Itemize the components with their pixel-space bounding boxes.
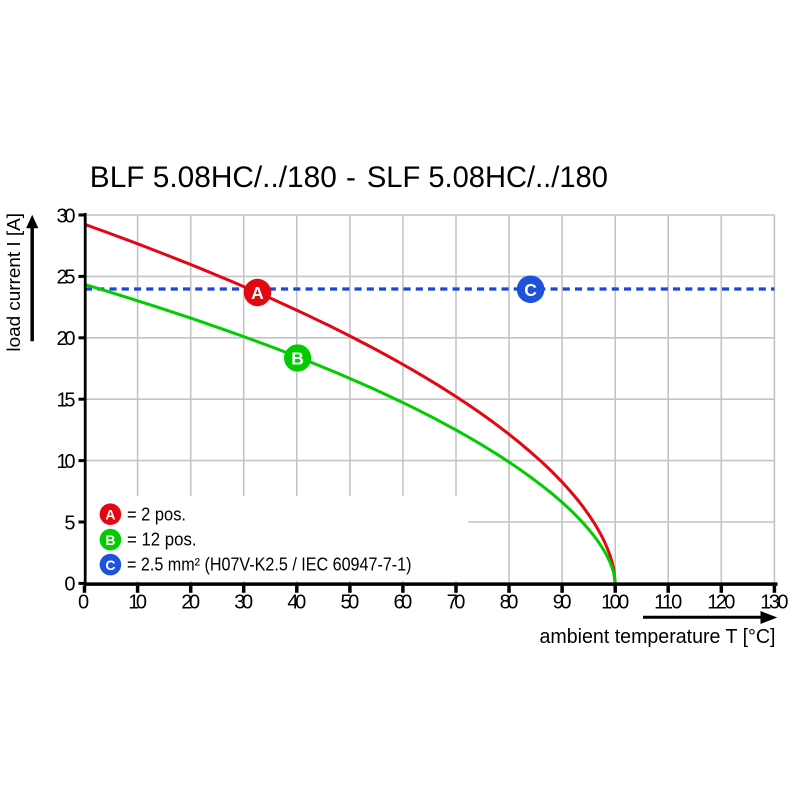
svg-text:B: B bbox=[105, 532, 115, 548]
svg-text:90: 90 bbox=[553, 591, 572, 613]
svg-text:10: 10 bbox=[57, 451, 76, 473]
svg-text:B: B bbox=[291, 349, 304, 369]
svg-text:70: 70 bbox=[447, 591, 466, 613]
svg-text:= 2.5 mm² (H07V-K2.5 / IEC 609: = 2.5 mm² (H07V-K2.5 / IEC 60947-7-1) bbox=[127, 554, 412, 574]
svg-text:-: - bbox=[346, 161, 356, 194]
svg-text:100: 100 bbox=[601, 591, 629, 613]
svg-text:15: 15 bbox=[57, 390, 76, 412]
svg-text:10: 10 bbox=[128, 591, 147, 613]
svg-text:120: 120 bbox=[707, 591, 735, 613]
svg-text:25: 25 bbox=[57, 267, 76, 289]
svg-text:5: 5 bbox=[64, 512, 75, 534]
svg-text:60: 60 bbox=[394, 591, 413, 613]
svg-text:20: 20 bbox=[57, 328, 76, 350]
svg-text:40: 40 bbox=[287, 591, 306, 613]
svg-text:80: 80 bbox=[500, 591, 519, 613]
svg-text:30: 30 bbox=[234, 591, 253, 613]
svg-text:0: 0 bbox=[78, 591, 89, 613]
svg-text:A: A bbox=[251, 283, 264, 303]
svg-text:= 12 pos.: = 12 pos. bbox=[127, 530, 197, 550]
svg-text:0: 0 bbox=[64, 574, 75, 596]
svg-text:BLF 5.08HC/../180: BLF 5.08HC/../180 bbox=[90, 161, 337, 194]
svg-text:= 2 pos.: = 2 pos. bbox=[127, 505, 186, 525]
svg-text:30: 30 bbox=[57, 205, 76, 227]
svg-text:110: 110 bbox=[654, 591, 682, 613]
svg-text:ambient temperature T [°C]: ambient temperature T [°C] bbox=[540, 626, 776, 648]
svg-text:20: 20 bbox=[181, 591, 200, 613]
svg-text:load current I [A]: load current I [A] bbox=[4, 213, 25, 352]
svg-text:C: C bbox=[524, 280, 537, 300]
svg-text:C: C bbox=[105, 557, 115, 573]
svg-text:SLF 5.08HC/../180: SLF 5.08HC/../180 bbox=[367, 161, 608, 194]
svg-text:A: A bbox=[105, 506, 115, 522]
svg-text:130: 130 bbox=[760, 591, 788, 613]
svg-text:50: 50 bbox=[341, 591, 360, 613]
